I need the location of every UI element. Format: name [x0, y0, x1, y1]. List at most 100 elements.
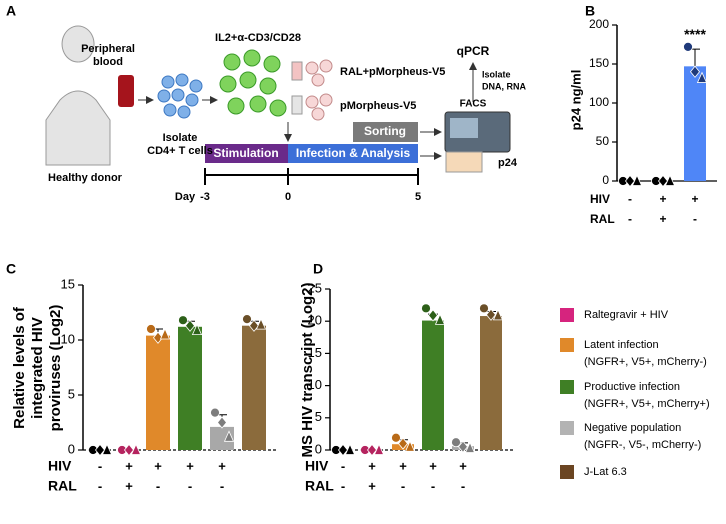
condition-label: -: [220, 478, 224, 493]
label: IL2+α-CD3/CD28: [215, 32, 301, 44]
condition-label: -: [461, 478, 465, 493]
legend-label: Latent infection: [584, 339, 659, 351]
panel-label: C: [6, 261, 16, 277]
label: Sorting: [364, 124, 406, 138]
data-point: [366, 443, 378, 457]
data-point: [427, 309, 439, 322]
infected-cells: [305, 59, 333, 121]
stimulation-bar: [205, 144, 288, 163]
condition-label: +: [154, 458, 162, 473]
data-point: [216, 416, 228, 429]
label: pMorpheus-V5: [340, 100, 416, 112]
condition-label: +: [659, 192, 666, 206]
flask: [291, 61, 303, 81]
bar: [684, 66, 706, 181]
legend-label: Negative population: [584, 422, 681, 434]
legend-swatch: [560, 380, 574, 394]
condition-label: +: [368, 478, 376, 493]
data-point: [152, 331, 164, 344]
label: p24: [498, 157, 518, 169]
data-point: [337, 443, 349, 457]
data-point: [664, 174, 676, 186]
data-point: [344, 443, 356, 455]
data-point: [101, 443, 113, 455]
condition-label: -: [341, 458, 345, 473]
label: DNA, RNA: [482, 81, 526, 91]
data-point: [159, 328, 171, 340]
condition-label: +: [691, 192, 698, 206]
p24-plate: [445, 151, 483, 173]
condition-label: +: [429, 458, 437, 473]
label: 5: [415, 191, 421, 203]
label: CD4+ T cells: [147, 145, 213, 157]
label: Isolate: [482, 69, 511, 79]
data-point: [464, 441, 476, 453]
bar: [480, 316, 502, 450]
condition-label: -: [628, 192, 632, 206]
condition-label: +: [125, 478, 133, 493]
condition-label: +: [368, 458, 376, 473]
panel-label: D: [313, 261, 323, 277]
label: Isolate: [163, 132, 198, 144]
facs-screen: [450, 118, 478, 138]
condition-label: -: [98, 478, 102, 493]
data-point: [397, 437, 409, 450]
condition-label: -: [156, 478, 160, 493]
data-point: [248, 319, 260, 332]
data-point: [657, 174, 669, 188]
legend-label: Raltegravir + HIV: [584, 309, 669, 321]
legend-swatch: [560, 338, 574, 352]
data-point: [123, 443, 135, 457]
label: 0: [285, 191, 291, 203]
condition-label: +: [125, 458, 133, 473]
label: Day: [175, 191, 196, 203]
y-tick-label: 50: [596, 134, 610, 148]
condition-label: -: [98, 458, 102, 473]
data-point: [184, 319, 196, 332]
bar: [146, 335, 170, 450]
y-tick-label: 0: [68, 441, 75, 456]
bar: [422, 320, 444, 450]
data-point: [242, 314, 252, 325]
label: Healthy donor: [48, 172, 123, 184]
y-tick-label: 20: [308, 313, 322, 328]
label: RAL+pMorpheus-V5: [340, 66, 445, 78]
data-point: [178, 315, 188, 326]
y-tick-label: 100: [589, 95, 609, 109]
legend-label: (NGFR-, V5-, mCherry-): [584, 439, 701, 451]
condition-label: -: [341, 478, 345, 493]
y-axis-label: MS HIV transcript (Log2): [299, 282, 316, 457]
y-tick-label: 200: [589, 17, 609, 31]
data-point: [696, 71, 708, 83]
legend-label: (NGFR+, V5+, mCherry-): [584, 356, 707, 368]
panel-label: B: [585, 3, 595, 19]
legend-label: (NGFR+, V5+, mCherry+): [584, 398, 710, 410]
condition-label: -: [431, 478, 435, 493]
flask: [291, 95, 303, 115]
row-label: RAL: [305, 478, 334, 494]
data-point: [421, 303, 431, 314]
panel-label: A: [6, 3, 16, 19]
data-point: [94, 443, 106, 457]
label: FACS: [460, 99, 487, 110]
significance: ****: [684, 26, 706, 42]
sorting-bar: [353, 122, 418, 142]
blood-bag: [118, 75, 134, 107]
condition-label: +: [399, 458, 407, 473]
condition-label: -: [188, 478, 192, 493]
donor-icon: [45, 25, 111, 166]
condition-label: -: [693, 212, 697, 226]
legend-label: J-Lat 6.3: [584, 466, 627, 478]
y-axis-label: p24 ng/ml: [568, 70, 583, 131]
data-point: [492, 308, 504, 321]
y-tick-label: 15: [61, 276, 75, 291]
data-point: [457, 440, 469, 453]
data-point: [683, 41, 693, 52]
row-label: HIV: [590, 192, 610, 206]
legend-swatch: [560, 308, 574, 322]
infection-bar: [288, 144, 418, 163]
data-point: [689, 65, 701, 78]
data-point: [223, 430, 235, 442]
data-point: [434, 313, 446, 325]
